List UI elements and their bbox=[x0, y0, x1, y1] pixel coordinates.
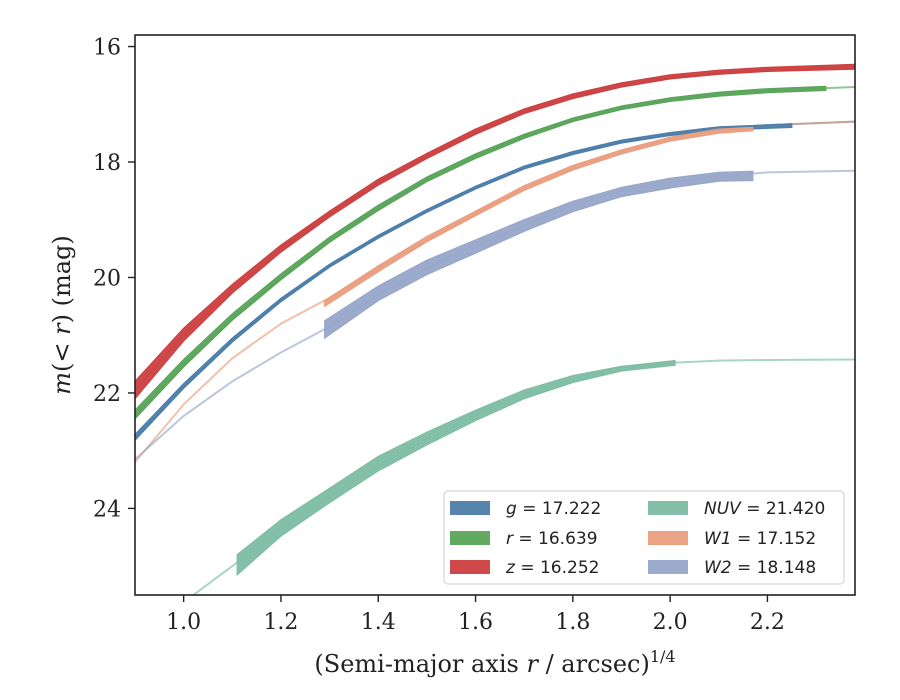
legend-entry-g: g = 17.222 bbox=[450, 499, 601, 519]
legend-swatch-g bbox=[450, 501, 490, 515]
y-tick-label: 20 bbox=[93, 266, 121, 291]
x-tick-label: 2.0 bbox=[653, 610, 688, 635]
legend-swatch-r bbox=[450, 531, 490, 545]
legend-entry-nuv: NUV = 21.420 bbox=[648, 499, 825, 519]
legend-label-w2: W2 = 18.148 bbox=[704, 558, 816, 578]
legend-entry-w2: W2 = 18.148 bbox=[648, 558, 816, 578]
legend-swatch-nuv bbox=[648, 501, 688, 515]
plot-frame bbox=[134, 34, 856, 596]
legend-entry-r: r = 16.639 bbox=[450, 529, 598, 549]
series-layer bbox=[135, 63, 855, 595]
legend-label-w1: W1 = 17.152 bbox=[704, 529, 816, 549]
x-axis: 1.0 1.2 1.4 1.6 1.8 2.0 2.2 bbox=[166, 595, 785, 635]
x-axis-label: (Semi-major axis r / arcsec)1/4 bbox=[314, 647, 675, 678]
y-tick-label: 18 bbox=[93, 151, 121, 176]
x-tick-label: 2.2 bbox=[750, 610, 785, 635]
legend-entry-w1: W1 = 17.152 bbox=[648, 529, 816, 549]
x-tick-label: 1.0 bbox=[166, 610, 201, 635]
x-tick-label: 1.6 bbox=[458, 610, 493, 635]
profile-band-w2 bbox=[324, 170, 754, 340]
profile-band-w1 bbox=[324, 126, 754, 308]
legend: g = 17.222 r = 16.639 z = 16.252 NUV = 2… bbox=[443, 490, 845, 585]
legend-label-r: r = 16.639 bbox=[506, 529, 598, 549]
legend-swatch-z bbox=[450, 560, 490, 574]
model-line-w2 bbox=[135, 169, 855, 461]
profile-band-z bbox=[135, 63, 855, 400]
legend-label-z: z = 16.252 bbox=[505, 558, 599, 578]
profile-band-r bbox=[135, 85, 827, 420]
profile-band-nuv bbox=[236, 359, 676, 577]
profile-band-g bbox=[135, 123, 793, 442]
model-line-r bbox=[135, 86, 855, 417]
y-tick-label: 24 bbox=[93, 497, 121, 522]
legend-label-nuv: NUV = 21.420 bbox=[704, 499, 825, 519]
y-tick-label: 22 bbox=[93, 382, 121, 407]
legend-swatch-w2 bbox=[648, 560, 688, 574]
legend-swatch-w1 bbox=[648, 531, 688, 545]
model-line-z bbox=[135, 65, 855, 391]
y-axis-label: m(< r) (mag) bbox=[48, 235, 76, 395]
x-tick-label: 1.8 bbox=[555, 610, 590, 635]
legend-label-g: g = 17.222 bbox=[506, 499, 601, 519]
x-tick-label: 1.4 bbox=[361, 610, 396, 635]
x-tick-label: 1.2 bbox=[263, 610, 298, 635]
y-axis: 16 18 20 22 24 bbox=[93, 36, 135, 522]
legend-box bbox=[443, 490, 845, 585]
y-tick-label: 16 bbox=[93, 36, 121, 61]
legend-entry-z: z = 16.252 bbox=[450, 558, 599, 578]
